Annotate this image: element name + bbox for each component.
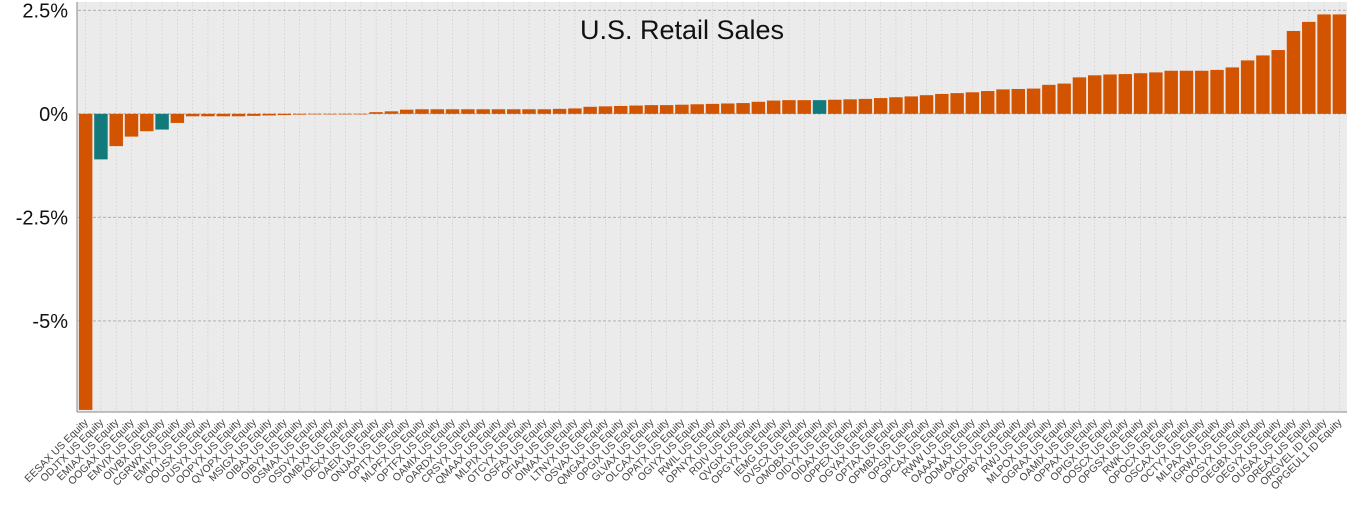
bar: [721, 103, 735, 114]
bar: [766, 100, 781, 114]
bar: [904, 96, 918, 114]
bar: [614, 105, 628, 114]
bar: [1210, 69, 1224, 114]
bar: [782, 100, 796, 114]
bar: [858, 98, 873, 114]
bar: [889, 97, 903, 114]
bar: [384, 111, 399, 114]
y-tick-labels: 2.5% 0% -2.5% -5%: [16, 0, 68, 333]
bar: [950, 93, 964, 114]
bar: [170, 113, 185, 123]
bar: [292, 113, 307, 115]
bar: [965, 92, 980, 114]
bar: [1179, 70, 1194, 114]
bar: [598, 106, 613, 114]
y-tick-label: 2.5%: [22, 0, 68, 22]
bar: [476, 109, 490, 114]
bar: [705, 103, 720, 114]
bar: [1164, 70, 1178, 114]
bar: [690, 104, 704, 114]
bar: [919, 95, 934, 114]
bar: [185, 113, 200, 117]
bar: [445, 109, 460, 114]
bar: [124, 113, 139, 137]
bar: [430, 109, 445, 114]
bar: [247, 113, 261, 116]
bar: [537, 109, 552, 114]
bar: [491, 109, 506, 114]
bar: [308, 113, 322, 115]
bar: [1072, 77, 1087, 114]
bar: [736, 103, 750, 114]
bar: [552, 108, 567, 114]
bar: [323, 113, 337, 115]
bar: [568, 108, 582, 114]
bar: [155, 113, 169, 130]
bar: [1088, 75, 1102, 114]
bar: [675, 104, 689, 114]
bar: [1332, 14, 1347, 114]
bar: [415, 109, 429, 114]
bar: [1225, 67, 1240, 114]
bar: [262, 113, 276, 116]
bar: [1011, 88, 1026, 114]
bar: [461, 109, 475, 114]
bar: [583, 106, 597, 114]
bar: [1133, 73, 1148, 114]
bar: [659, 105, 674, 114]
bar: [1149, 72, 1163, 114]
bar: [354, 113, 368, 115]
bar: [277, 113, 292, 116]
bars: [78, 14, 1347, 410]
bar: [338, 113, 353, 115]
bar: [1195, 70, 1209, 114]
bar: [828, 99, 842, 114]
bar: [522, 109, 536, 114]
bar: [980, 91, 995, 114]
bar: [1271, 50, 1285, 114]
bar: [812, 100, 827, 114]
bar: [94, 113, 108, 160]
bar: [797, 100, 811, 114]
y-tick-label: -5%: [32, 311, 68, 333]
bar: [751, 101, 766, 114]
bar: [629, 105, 643, 114]
bar: [369, 112, 383, 114]
bar: [644, 105, 659, 114]
y-tick-label: -2.5%: [16, 207, 68, 229]
bar: [109, 113, 123, 147]
bar: [1240, 60, 1255, 114]
bar: [1103, 74, 1117, 114]
bar: [1256, 55, 1270, 114]
bar: [1026, 88, 1041, 114]
plot-area-background: [77, 2, 1347, 412]
bar: [507, 109, 521, 114]
bar: [1317, 14, 1331, 114]
bar: [1302, 21, 1316, 114]
bar: [399, 109, 414, 114]
y-tick-label: 0%: [39, 104, 68, 126]
bar: [1286, 30, 1301, 114]
bar: [78, 113, 93, 410]
bar: [935, 93, 949, 114]
bar: [873, 98, 888, 114]
bar: [1042, 84, 1056, 114]
bar: [1118, 74, 1133, 114]
bar: [201, 113, 215, 117]
chart-title: U.S. Retail Sales: [580, 15, 784, 45]
bar: [216, 113, 230, 117]
bar: [996, 89, 1010, 114]
bar: [231, 113, 246, 117]
bar: [843, 99, 857, 114]
bar: [140, 113, 154, 132]
bar: [1057, 83, 1071, 114]
